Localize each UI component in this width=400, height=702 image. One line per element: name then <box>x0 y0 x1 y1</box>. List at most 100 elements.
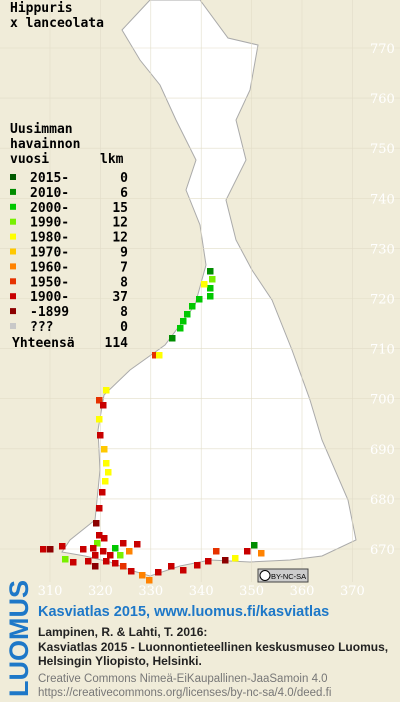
grid-label: 310 <box>38 584 63 599</box>
occurrence-square <box>112 560 119 567</box>
atlas-link[interactable]: Kasviatlas 2015, www.luomus.fi/kasviatla… <box>38 604 329 620</box>
legend-total: 114 <box>105 336 129 351</box>
occurrence-square <box>139 572 146 579</box>
legend-count: 0 <box>120 171 128 186</box>
occurrence-square <box>96 505 103 512</box>
occurrence-square <box>180 567 187 574</box>
occurrence-square <box>96 397 103 404</box>
license-badge: BY-NC-SA <box>257 568 309 583</box>
grid-label: 370 <box>340 584 365 599</box>
occurrence-square <box>194 562 201 569</box>
legend-swatch <box>10 308 16 315</box>
occurrence-square <box>146 577 153 584</box>
legend-heading: lkm <box>100 152 124 167</box>
occurrence-square <box>100 548 107 555</box>
legend-label: 1980- <box>30 231 69 246</box>
occurrence-square <box>102 478 109 485</box>
legend-label: 1960- <box>30 260 69 275</box>
legend-label: 2000- <box>30 201 69 216</box>
legend-count: 8 <box>120 275 128 290</box>
badge-box <box>257 568 309 583</box>
species-name: Hippuris <box>10 1 73 16</box>
grid-label: 770 <box>370 42 395 57</box>
legend-heading: Uusimman <box>10 122 73 137</box>
occurrence-square <box>96 416 103 423</box>
occurrence-square <box>100 402 107 409</box>
legend: 2015- 0 2010- 6 2000- 15 1990- 12 1980- 12 1970- 9 1… <box>10 171 128 335</box>
legend-swatch <box>10 203 16 210</box>
brand-logo: LUOMUS <box>4 580 34 697</box>
footer-background <box>0 598 400 702</box>
occurrence-square <box>207 268 214 275</box>
legend-label: 1990- <box>30 216 69 231</box>
citation: Lampinen, R. & Lahti, T. 2016: <box>38 625 207 639</box>
occurrence-square <box>93 520 100 527</box>
grid-label: 760 <box>370 92 395 107</box>
occurrence-square <box>180 318 187 325</box>
occurrence-square <box>128 568 135 575</box>
badge-icon <box>259 570 271 581</box>
legend-total-label: Yhteensä <box>12 336 75 351</box>
legend-count: 0 <box>120 320 128 335</box>
occurrence-square <box>117 552 124 559</box>
grid-label: 700 <box>370 393 395 408</box>
occurrence-square <box>94 540 101 547</box>
legend-heading: havainnon <box>10 137 80 152</box>
legend-label: 1900- <box>30 290 69 305</box>
occurrence-square <box>155 569 162 576</box>
occurrence-square <box>62 556 69 563</box>
grid-label: 690 <box>370 443 395 458</box>
species-name: x lanceolata <box>10 16 104 31</box>
legend-swatch <box>10 174 16 180</box>
occurrence-square <box>92 552 99 559</box>
license-url[interactable]: https://creativecommons.org/licenses/by-… <box>38 687 331 699</box>
legend-label: -1899 <box>30 305 69 320</box>
legend-swatch <box>10 218 16 225</box>
legend-count: 9 <box>120 246 128 261</box>
occurrence-square <box>207 293 214 300</box>
legend-count: 12 <box>112 216 128 231</box>
occurrence-square <box>47 546 54 553</box>
legend-label: 1950- <box>30 275 69 290</box>
occurrence-square <box>244 548 251 555</box>
legend-count: 12 <box>112 231 128 246</box>
grid-label: 360 <box>290 584 315 599</box>
occurrence-square <box>107 552 114 559</box>
occurrence-square <box>168 563 175 570</box>
occurrence-square <box>92 563 99 570</box>
grid-label: 720 <box>370 293 395 308</box>
occurrence-square <box>205 558 212 565</box>
citation: Helsingin Yliopisto, Helsinki. <box>38 654 202 668</box>
occurrence-square <box>152 352 159 359</box>
occurrence-square <box>103 460 110 467</box>
legend-label: ??? <box>30 320 53 335</box>
occurrence-square <box>120 540 127 547</box>
occurrence-square <box>232 555 239 562</box>
legend-count: 8 <box>120 305 128 320</box>
occurrence-square <box>134 541 141 548</box>
grid-label: 320 <box>88 584 113 599</box>
legend-label: 1970- <box>30 246 69 261</box>
occurrence-square <box>177 325 184 332</box>
legend-count: 37 <box>112 290 128 305</box>
grid-label: 350 <box>239 584 264 599</box>
occurrence-square <box>184 311 191 318</box>
occurrence-square <box>97 432 104 439</box>
legend-swatch <box>10 233 16 240</box>
occurrence-square <box>103 387 110 394</box>
occurrence-square <box>59 543 66 550</box>
occurrence-square <box>101 446 108 453</box>
occurrence-square <box>105 469 112 476</box>
occurrence-square <box>213 548 220 555</box>
grid-label: 710 <box>370 343 395 358</box>
badge-text: BY-NC-SA <box>271 572 306 581</box>
occurrence-square <box>222 557 229 564</box>
occurrence-square <box>70 559 77 566</box>
occurrence-square <box>258 550 265 557</box>
grid-label: 330 <box>138 584 163 599</box>
occurrence-square <box>96 532 103 539</box>
legend-swatch <box>10 293 16 300</box>
